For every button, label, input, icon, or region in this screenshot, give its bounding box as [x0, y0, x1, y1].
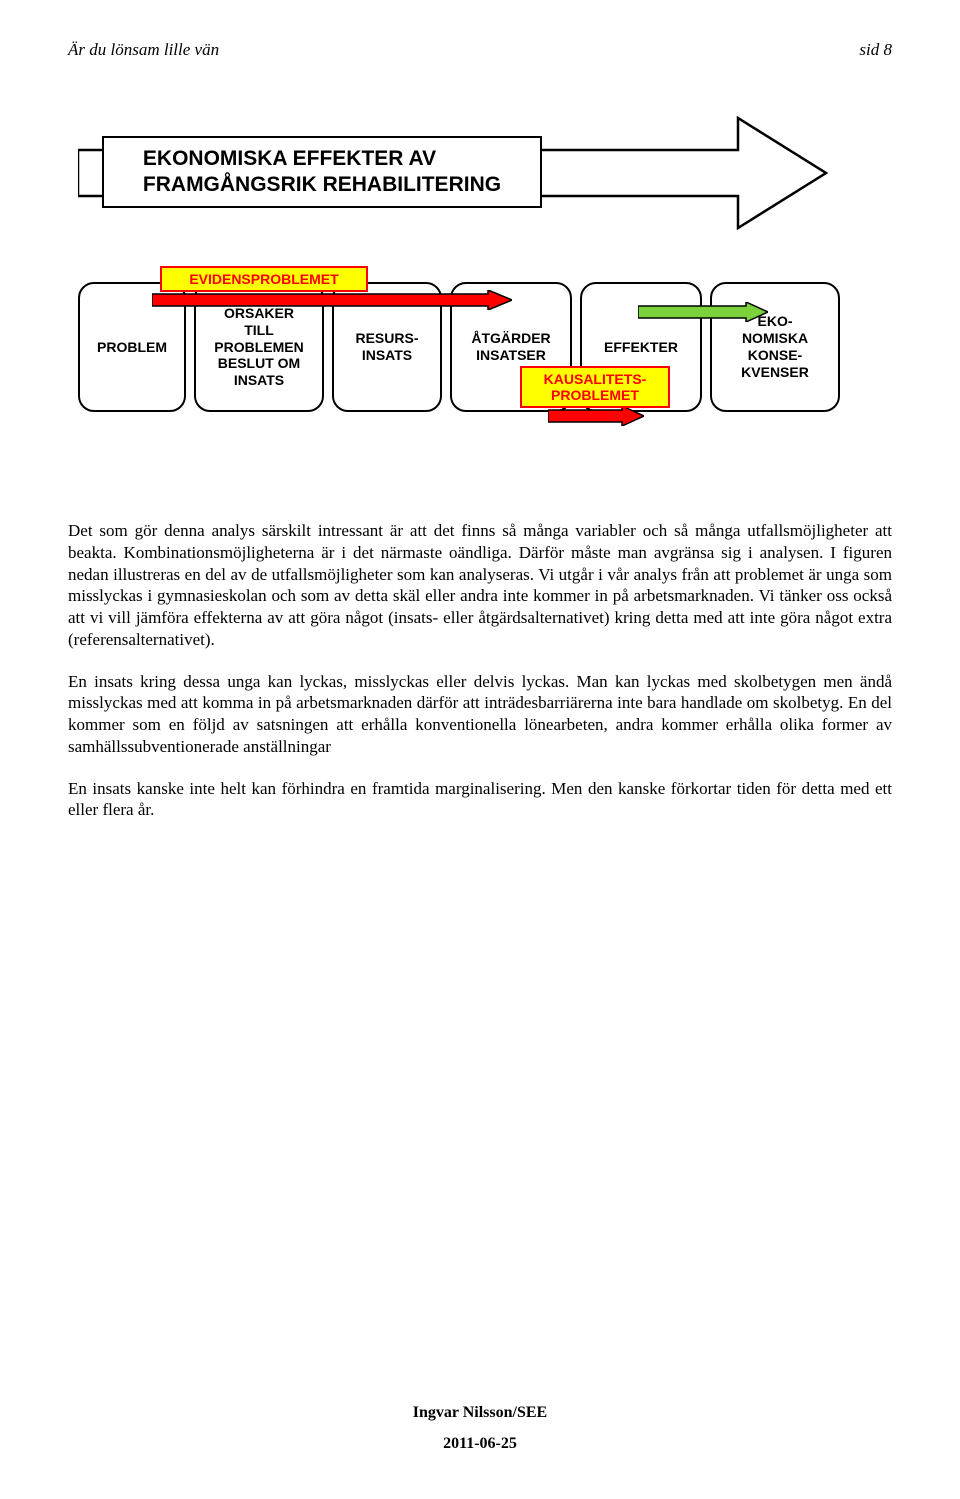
- red-arrow-evidens: [152, 290, 512, 310]
- callout-evidensproblemet: EVIDENSPROBLEMET: [160, 266, 368, 292]
- diagram-area: EKONOMISKA EFFEKTER AV FRAMGÅNGSRIK REHA…: [70, 110, 890, 470]
- callout-label: PROBLEMET: [551, 387, 639, 403]
- callout-label: EVIDENSPROBLEMET: [189, 271, 338, 287]
- paragraph-3: En insats kanske inte helt kan förhindra…: [68, 778, 892, 822]
- header-right: sid 8: [859, 40, 892, 60]
- col-label: PROBLEMEN: [214, 339, 303, 356]
- paragraph-2: En insats kring dessa unga kan lyckas, m…: [68, 671, 892, 758]
- green-arrow: [638, 302, 768, 322]
- diagram-title-line1: EKONOMISKA EFFEKTER AV: [143, 147, 436, 170]
- callout-label: KAUSALITETS-: [544, 371, 647, 387]
- diagram-title-box: EKONOMISKA EFFEKTER AV FRAMGÅNGSRIK REHA…: [102, 136, 542, 208]
- col-label: PROBLEM: [97, 339, 167, 356]
- col-label: TILL: [244, 322, 274, 339]
- footer-author: Ingvar Nilsson/SEE: [0, 1398, 960, 1428]
- red-arrow-kausalitet: [548, 406, 644, 426]
- callout-kausalitetsproblemet: KAUSALITETS- PROBLEMET: [520, 366, 670, 408]
- header-left: Är du lönsam lille vän: [68, 40, 219, 60]
- col-label: KONSE-: [748, 347, 802, 364]
- page-footer: Ingvar Nilsson/SEE 2011-06-25: [0, 1398, 960, 1459]
- col-label: NOMISKA: [742, 330, 808, 347]
- col-label: ÅTGÄRDER: [471, 330, 550, 347]
- diagram-title-line2: FRAMGÅNGSRIK REHABILITERING: [143, 173, 501, 196]
- col-label: EFFEKTER: [604, 339, 678, 356]
- footer-date: 2011-06-25: [0, 1429, 960, 1459]
- body-text: Det som gör denna analys särskilt intres…: [68, 520, 892, 821]
- col-label: INSATSER: [476, 347, 546, 364]
- col-label: INSATS: [362, 347, 412, 364]
- col-label: RESURS-: [355, 330, 418, 347]
- col-label: BESLUT OM: [218, 355, 300, 372]
- paragraph-1: Det som gör denna analys särskilt intres…: [68, 520, 892, 651]
- col-label: KVENSER: [741, 364, 809, 381]
- col-label: INSATS: [234, 372, 284, 389]
- page-header: Är du lönsam lille vän sid 8: [68, 40, 892, 60]
